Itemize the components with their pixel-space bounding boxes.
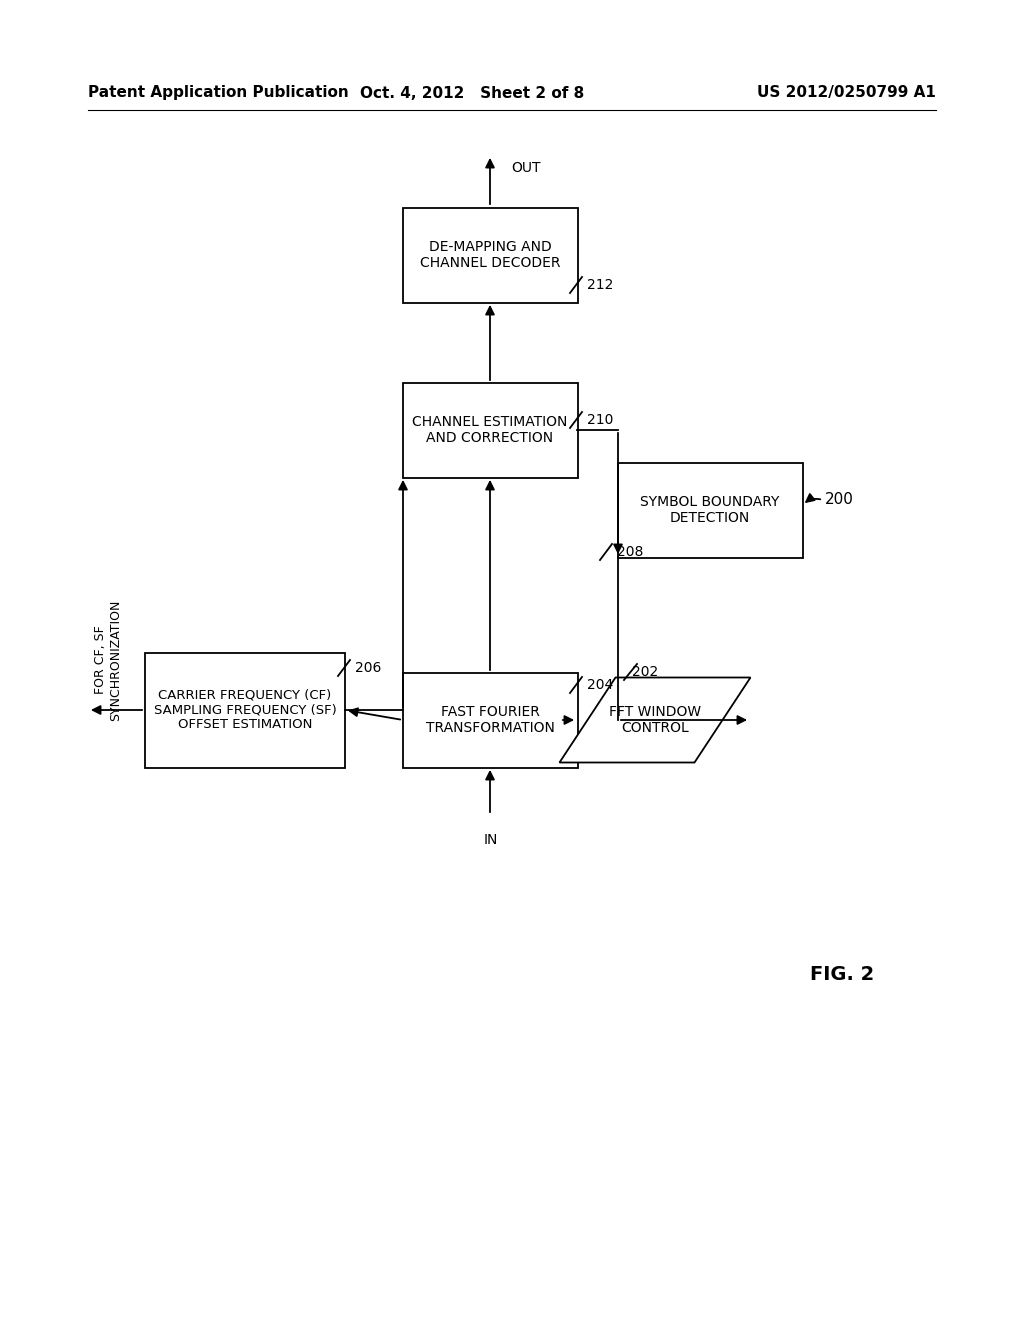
Bar bbox=[402, 207, 578, 302]
Text: SYMBOL BOUNDARY
DETECTION: SYMBOL BOUNDARY DETECTION bbox=[640, 495, 779, 525]
Polygon shape bbox=[559, 677, 751, 763]
Bar bbox=[617, 462, 803, 557]
Text: 212: 212 bbox=[587, 279, 613, 292]
Text: CHANNEL ESTIMATION
AND CORRECTION: CHANNEL ESTIMATION AND CORRECTION bbox=[413, 414, 567, 445]
Text: US 2012/0250799 A1: US 2012/0250799 A1 bbox=[757, 86, 936, 100]
Text: CARRIER FREQUENCY (CF)
SAMPLING FREQUENCY (SF)
OFFSET ESTIMATION: CARRIER FREQUENCY (CF) SAMPLING FREQUENC… bbox=[154, 689, 336, 731]
Text: Patent Application Publication: Patent Application Publication bbox=[88, 86, 349, 100]
Bar bbox=[402, 383, 578, 478]
Text: 208: 208 bbox=[617, 545, 643, 558]
Text: 210: 210 bbox=[587, 413, 613, 426]
Text: DE-MAPPING AND
CHANNEL DECODER: DE-MAPPING AND CHANNEL DECODER bbox=[420, 240, 560, 271]
Text: 204: 204 bbox=[587, 678, 613, 692]
Text: FOR CF, SF
SYNCHRONIZATION: FOR CF, SF SYNCHRONIZATION bbox=[94, 599, 122, 721]
Text: 202: 202 bbox=[632, 665, 658, 678]
Text: IN: IN bbox=[483, 833, 499, 847]
Text: 206: 206 bbox=[355, 661, 381, 675]
Bar bbox=[145, 652, 345, 767]
Text: FAST FOURIER
TRANSFORMATION: FAST FOURIER TRANSFORMATION bbox=[426, 705, 554, 735]
Text: FFT WINDOW
CONTROL: FFT WINDOW CONTROL bbox=[609, 705, 701, 735]
Text: 200: 200 bbox=[825, 492, 854, 507]
Text: Oct. 4, 2012   Sheet 2 of 8: Oct. 4, 2012 Sheet 2 of 8 bbox=[360, 86, 585, 100]
Text: OUT: OUT bbox=[511, 161, 541, 176]
Text: FIG. 2: FIG. 2 bbox=[810, 965, 874, 985]
Bar bbox=[402, 672, 578, 767]
